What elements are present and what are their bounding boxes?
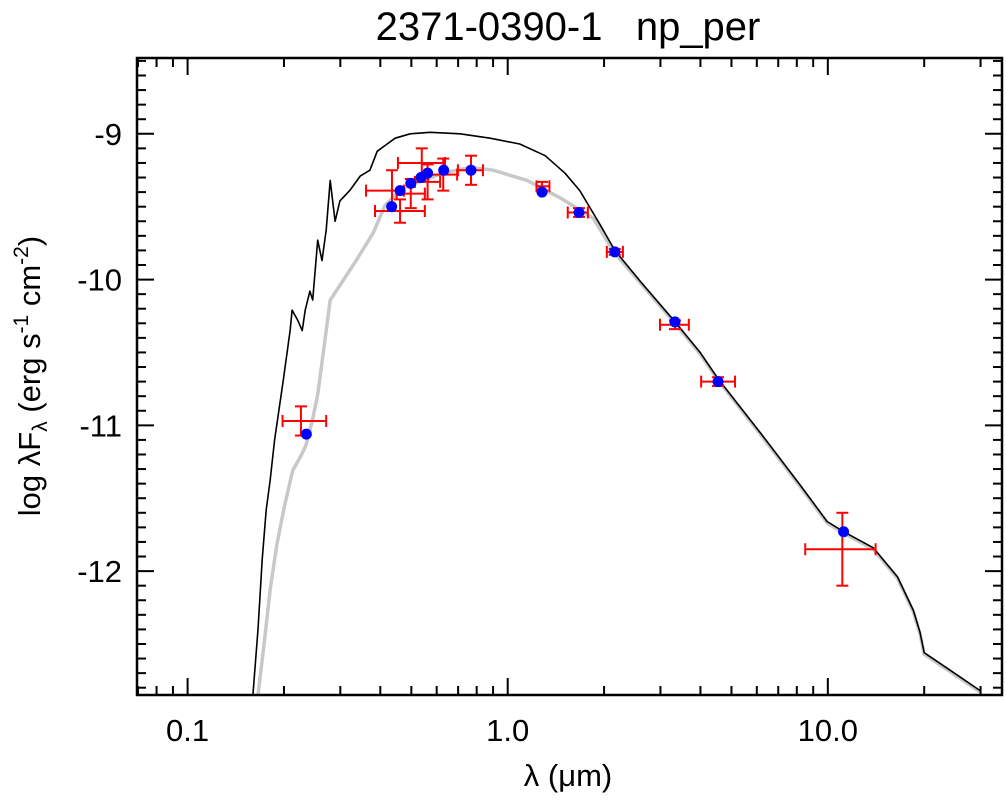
errorbar-point	[374, 198, 426, 224]
tick-labels: 0.1 1.0 10.0 -9 -10 -11 -12	[77, 117, 858, 748]
y-label-post: )	[12, 236, 47, 246]
plot-frame	[135, 56, 1004, 697]
x-tick-label: 1.0	[486, 713, 529, 748]
y-tick-label: -9	[94, 117, 122, 152]
data-point	[386, 201, 398, 213]
y-tick-label: -12	[77, 554, 122, 589]
model-gray-line	[256, 165, 982, 695]
data-point	[422, 167, 434, 179]
x-tick-label: 10.0	[798, 713, 858, 748]
y-label-pre: log λF	[12, 432, 47, 516]
chart-title: 2371-0390-1 np_per	[376, 5, 761, 49]
data-point	[536, 186, 548, 198]
model-curves	[252, 131, 982, 695]
y-label-sup1: -1	[10, 315, 33, 334]
data-point	[438, 164, 450, 176]
model-points	[300, 164, 850, 538]
y-axis-label: log λFλ (erg s-1 cm-2)	[10, 236, 52, 516]
x-axis-label: λ (μm)	[524, 758, 612, 793]
y-label-mid1: (erg s	[12, 333, 47, 421]
data-point	[465, 164, 477, 176]
y-label-sub: λ	[29, 421, 52, 432]
data-point	[573, 207, 585, 219]
y-label-mid2: cm	[12, 265, 47, 315]
y-tick-label: -11	[79, 408, 122, 443]
errorbar-point	[804, 511, 877, 587]
data-point	[300, 428, 312, 440]
y-label-sup2: -2	[10, 246, 33, 265]
data-point	[838, 526, 850, 538]
y-tick-label: -10	[77, 263, 122, 298]
data-point	[609, 246, 621, 258]
data-point	[394, 185, 406, 197]
x-tick-label: 0.1	[166, 713, 209, 748]
data-point	[669, 316, 681, 328]
axis-ticks	[136, 58, 1002, 695]
data-point	[712, 376, 724, 388]
errorbar-point	[281, 405, 328, 437]
data-point	[405, 177, 417, 189]
model-black-line	[252, 131, 981, 695]
